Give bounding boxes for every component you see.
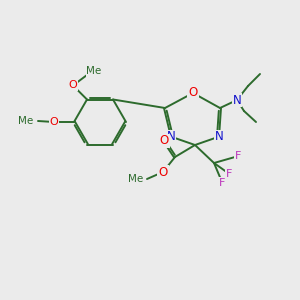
Text: N: N [214, 130, 224, 143]
Text: Me: Me [18, 116, 33, 126]
Text: Me: Me [86, 67, 102, 76]
Text: O: O [159, 134, 169, 148]
Text: O: O [188, 86, 198, 100]
Text: F: F [226, 169, 232, 179]
Text: F: F [235, 151, 241, 161]
Text: N: N [167, 130, 176, 143]
Text: Me: Me [128, 174, 143, 184]
Text: N: N [232, 94, 242, 106]
Text: F: F [219, 178, 225, 188]
Text: O: O [158, 166, 168, 178]
Text: O: O [69, 80, 77, 91]
Text: O: O [50, 117, 58, 127]
